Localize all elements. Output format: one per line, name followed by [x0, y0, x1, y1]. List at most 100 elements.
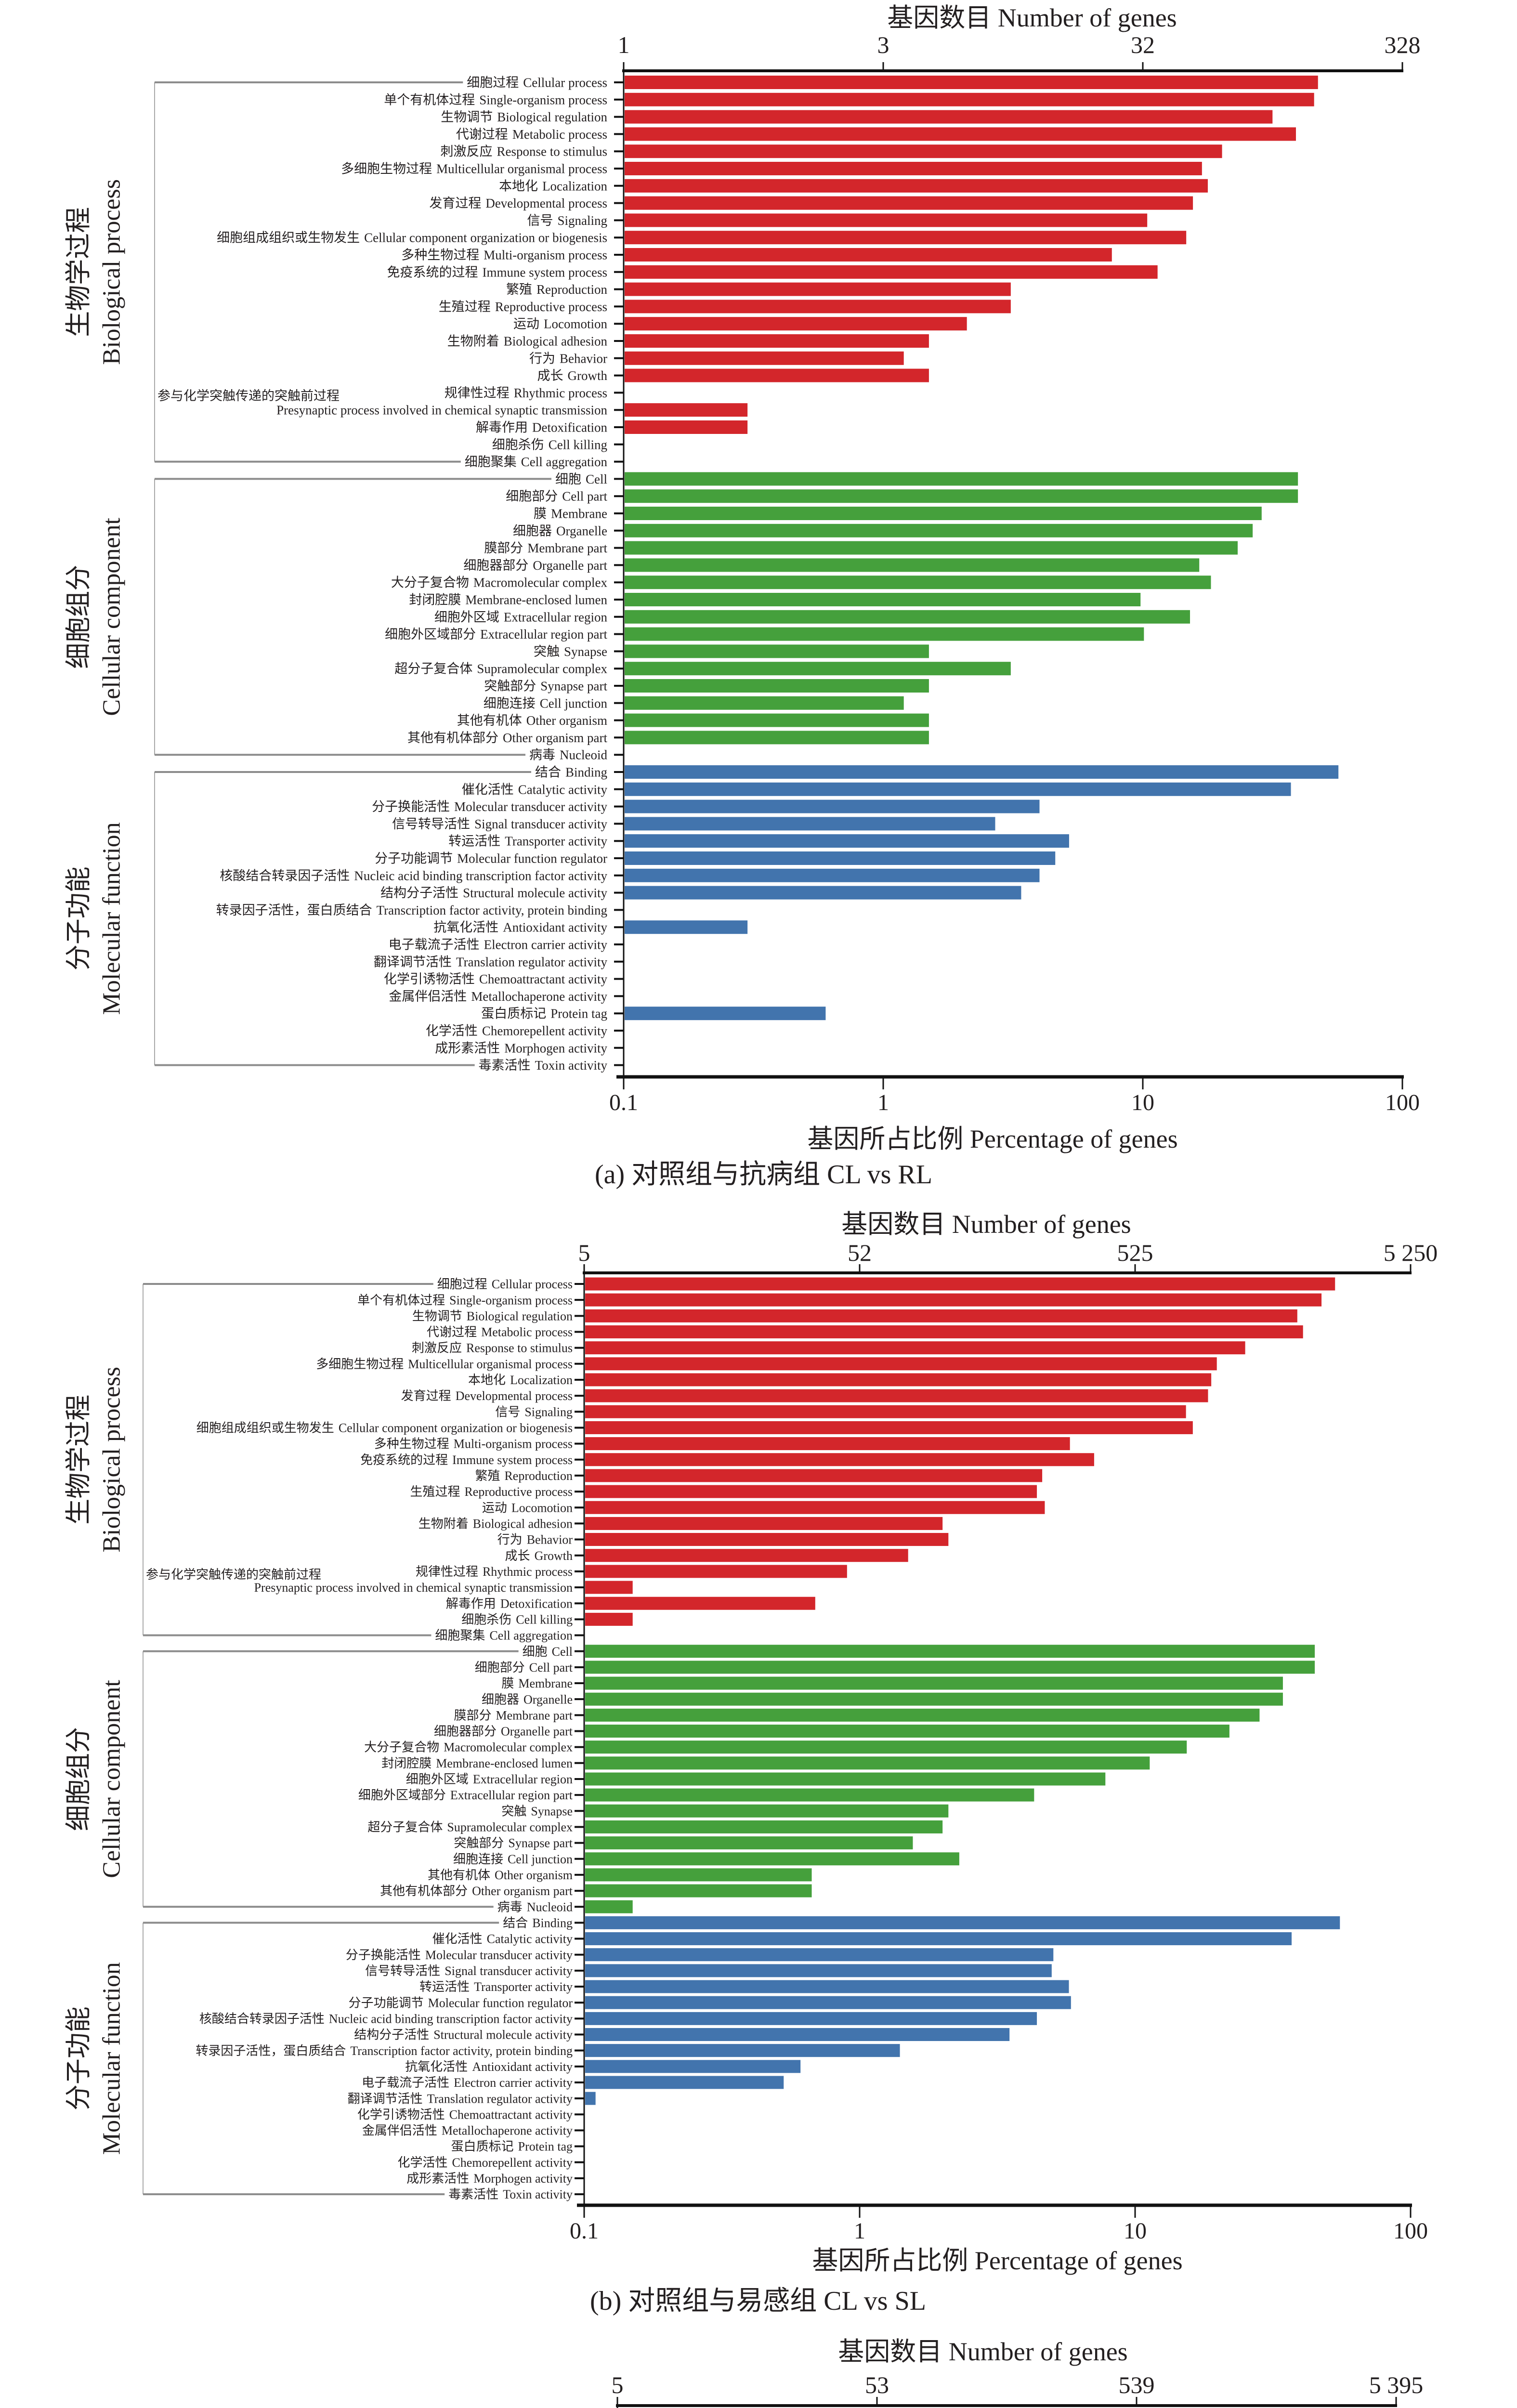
top-axis-tick-label: 539 [1119, 2371, 1155, 2398]
category-label-en: Catalytic activity [487, 1932, 573, 1946]
bar [625, 679, 929, 693]
bar [625, 368, 929, 382]
category-label-en: Morphogen activity [504, 1041, 607, 1055]
category-label-cn: 翻译调节活性 [348, 2092, 423, 2106]
category-label-en: Synapse [531, 1804, 573, 1818]
category-label-cn: 蛋白质标记 [451, 2140, 514, 2154]
category-label-cn: 化学活性 [397, 2156, 447, 2170]
category-label: 蛋白质标记 Protein tag [481, 1007, 607, 1021]
bar [585, 1533, 949, 1546]
bar [625, 420, 748, 434]
x-axis-title: 基因所占比例 Percentage of genes [812, 2246, 1182, 2275]
category-label: 突触 Synapse [501, 1804, 573, 1818]
category-label: 封闭腔膜 Membrane-enclosed lumen [381, 1756, 573, 1770]
bar [585, 1612, 633, 1626]
category-label: 本地化 Localization [468, 1373, 573, 1387]
category-label-cn: 运动 [513, 317, 539, 331]
category-label-en: Binding [532, 1916, 573, 1930]
category-label-cn: 翻译调节活性 [374, 955, 452, 969]
category-label-en: Multi-organism process [484, 248, 607, 262]
category-label: 结合 Binding [503, 1916, 573, 1930]
bar [585, 1852, 959, 1866]
category-label-cn: 规律性过程 [416, 1565, 478, 1579]
bar [625, 920, 748, 934]
category-label-en: Metallochaperone activity [442, 2124, 573, 2138]
category-label-en: Signaling [524, 1405, 573, 1419]
category-label: 细胞外区域 Extracellular region [434, 610, 608, 624]
x-axis-tick-label: 1 [877, 1090, 889, 1115]
category-label-en: Localization [542, 179, 607, 193]
top-axis-title: 基因数目 Number of genes [887, 3, 1177, 32]
category-label: 超分子复合体 Supramolecular complex [367, 1820, 573, 1834]
category-label-en: Signal transducer activity [445, 1964, 573, 1978]
category-label: 单个有机体过程 Single-organism process [384, 92, 607, 107]
bar [625, 196, 1193, 210]
x-axis-title: 基因所占比例 Percentage of genes [807, 1125, 1177, 1153]
category-label-en: Molecular function regulator [428, 1996, 573, 2010]
category-label-cn: 病毒 [529, 748, 555, 762]
bar [585, 1724, 1229, 1738]
category-label-en: Cellular process [492, 1277, 573, 1291]
category-label: 核酸结合转录因子活性 Nucleic acid binding transcrip… [199, 2012, 573, 2026]
category-label: 信号 Signaling [495, 1405, 573, 1419]
category-label: 抗氧化活性 Antioxidant activity [405, 2060, 573, 2074]
category-label: 信号 Signaling [527, 213, 607, 228]
category-label-en: Chemorepellent activity [452, 2156, 573, 2170]
bar [585, 2060, 801, 2073]
category-label: 细胞杀伤 Cell killing [492, 437, 607, 452]
category-label: 细胞部分 Cell part [506, 489, 607, 504]
category-label-cn: 细胞器 [513, 523, 552, 538]
category-label-en: Biological regulation [467, 1309, 573, 1323]
bar [625, 851, 1056, 865]
category-label-cn: 代谢过程 [456, 127, 508, 142]
category-label: 刺激反应 Response to stimulus [440, 144, 607, 159]
category-label-en: Translation regulator activity [456, 955, 607, 969]
category-label: 其他有机体 Other organism [457, 713, 607, 728]
group-label-cn: 生物学过程 [64, 1395, 93, 1525]
category-label-en: Reproductive process [495, 300, 607, 314]
category-label-en: Metallochaperone activity [471, 989, 607, 1004]
bar [625, 834, 1069, 848]
bar [625, 489, 1298, 503]
bar [585, 1581, 633, 1594]
category-label-cn: 细胞部分 [475, 1661, 525, 1675]
bar [585, 1868, 812, 1882]
group-label-cn: 细胞组分 [64, 565, 93, 669]
category-label-cn: 细胞 [555, 472, 581, 486]
category-label: 转录因子活性，蛋白质结合 Transcription factor activit… [196, 2044, 573, 2058]
category-label-en: Membrane part [496, 1708, 573, 1722]
chart-panel-b: 基因数目 Number of genes 5 52 525 5 250 细胞过程 Cellu… [64, 1210, 1438, 2316]
bar [625, 868, 1040, 882]
bar [625, 523, 1253, 537]
category-label-cn: 行为 [497, 1533, 523, 1547]
category-label-en: Cell [586, 472, 607, 486]
category-label: 单个有机体过程 Single-organism process [357, 1293, 573, 1307]
bar [625, 731, 929, 745]
category-label: 代谢过程 Metabolic process [456, 127, 607, 142]
category-label: 成形素活性 Morphogen activity [406, 2172, 573, 2186]
category-label: 催化活性 Catalytic activity [432, 1932, 573, 1946]
category-label: 成长 Growth [537, 368, 608, 383]
bar [585, 1932, 1292, 1946]
top-axis-tick-label: 5 [612, 2371, 624, 2398]
category-label-en: Immune system process [483, 265, 607, 279]
category-label: 转运活性 Transporter activity [419, 1980, 573, 1994]
category-label-cn: 细胞组成组织或生物发生 [217, 231, 360, 245]
category-label-cn: 核酸结合转录因子活性 [220, 868, 350, 883]
category-label: 规律性过程 Rhythmic process [416, 1565, 573, 1579]
bar [625, 265, 1158, 279]
bar [585, 1405, 1186, 1418]
group-label-cn: 生物学过程 [64, 207, 93, 337]
category-label: 细胞过程 Cellular process [467, 75, 607, 90]
category-label-en: Protein tag [518, 2140, 573, 2154]
category-label: 成长 Growth [505, 1549, 573, 1563]
category-label: 结构分子活性 Structural molecule activity [380, 886, 607, 900]
category-label: 多种生物过程 Multi-organism process [401, 248, 607, 262]
top-axis-tick-label: 5 395 [1369, 2371, 1424, 2398]
bar [585, 1741, 1187, 1754]
bar [585, 1373, 1212, 1387]
category-label-cn: 细胞连接 [484, 696, 536, 710]
category-label: 突触部分 Synapse part [484, 679, 607, 693]
category-label-en: Extracellular region [473, 1772, 573, 1786]
category-label-en: Cellular process [523, 75, 607, 90]
